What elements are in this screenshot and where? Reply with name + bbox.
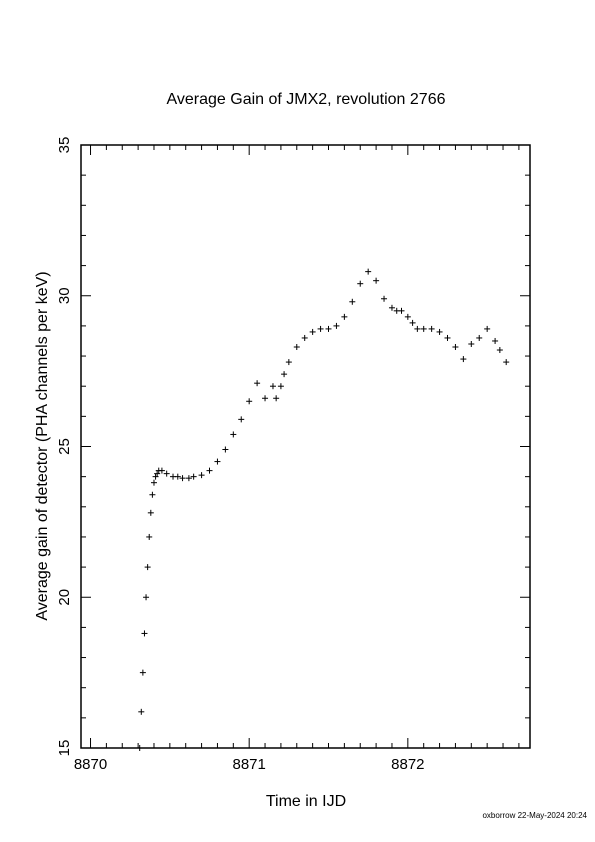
data-point: [149, 491, 156, 498]
data-point: [198, 472, 205, 479]
axis-ticks: 15 20 25 30 35 8870 8871 8872: [56, 137, 530, 773]
data-point: [136, 745, 143, 751]
data-point: [281, 371, 288, 378]
data-point: [144, 564, 151, 571]
data-point: [388, 304, 395, 311]
data-point: [163, 470, 170, 477]
data-point: [373, 277, 380, 284]
data-point: [222, 446, 229, 453]
y-tick-label: 25: [56, 438, 73, 455]
data-point: [476, 334, 483, 341]
chart-title: Average Gain of JMX2, revolution 2766: [167, 91, 446, 108]
data-point: [238, 416, 245, 423]
data-point: [285, 359, 292, 366]
data-point: [409, 319, 416, 326]
data-point: [333, 322, 340, 329]
data-point: [146, 533, 153, 540]
data-point: [138, 708, 145, 715]
data-point: [143, 594, 150, 601]
data-point: [365, 268, 372, 275]
data-point: [277, 383, 284, 390]
data-point: [460, 356, 467, 363]
data-point: [492, 337, 499, 344]
data-point: [230, 431, 237, 438]
data-point: [293, 344, 300, 351]
data-point: [214, 458, 221, 465]
data-point: [341, 313, 348, 320]
x-tick-label: 8872: [391, 756, 424, 773]
data-point: [420, 325, 427, 332]
data-point: [154, 470, 161, 477]
x-axis-label: Time in IJD: [266, 793, 346, 810]
data-point: [273, 395, 280, 402]
data-point: [150, 479, 157, 486]
data-point: [147, 509, 154, 516]
y-tick-label: 30: [56, 287, 73, 304]
data-point: [262, 395, 269, 402]
data-point: [309, 328, 316, 335]
footer-credit: oxborrow 22-May-2024 20:24: [482, 811, 587, 820]
data-point: [301, 334, 308, 341]
data-point: [484, 325, 491, 332]
data-point: [174, 473, 181, 480]
plot-frame: [80, 144, 531, 749]
data-point: [246, 398, 253, 405]
data-point: [468, 340, 475, 347]
data-point: [381, 295, 388, 302]
data-point: [206, 467, 213, 474]
data-point: [452, 344, 459, 351]
data-point: [428, 325, 435, 332]
y-tick-label: 20: [56, 589, 73, 606]
data-point: [398, 307, 405, 314]
data-point: [349, 298, 356, 305]
x-tick-label: 8870: [74, 756, 107, 773]
data-point: [269, 383, 276, 390]
data-point: [503, 359, 510, 366]
y-axis-label: Average gain of detector (PHA channels p…: [34, 271, 51, 620]
data-point: [414, 325, 421, 332]
y-tick-label: 35: [56, 137, 73, 154]
data-point: [190, 473, 197, 480]
data-point: [152, 473, 159, 480]
data-point: [404, 313, 411, 320]
data-point: [444, 334, 451, 341]
y-tick-label: 15: [56, 740, 73, 757]
data-point: [436, 328, 443, 335]
data-point: [141, 630, 148, 637]
data-point: [496, 347, 503, 354]
x-tick-label: 8871: [232, 756, 265, 773]
data-points: [136, 268, 510, 751]
data-point: [254, 380, 261, 387]
data-point: [325, 325, 332, 332]
data-point: [317, 325, 324, 332]
data-point: [179, 475, 186, 482]
data-point: [357, 280, 364, 287]
plot-axes: [80, 144, 531, 749]
data-point: [139, 669, 146, 676]
data-point: [158, 467, 165, 474]
data-point: [185, 475, 192, 482]
